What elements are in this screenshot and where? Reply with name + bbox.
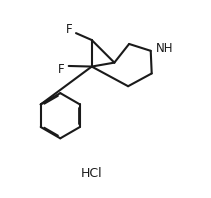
Text: F: F xyxy=(58,63,65,76)
Text: NH: NH xyxy=(156,42,173,55)
Text: HCl: HCl xyxy=(81,167,103,180)
Text: F: F xyxy=(66,23,72,36)
